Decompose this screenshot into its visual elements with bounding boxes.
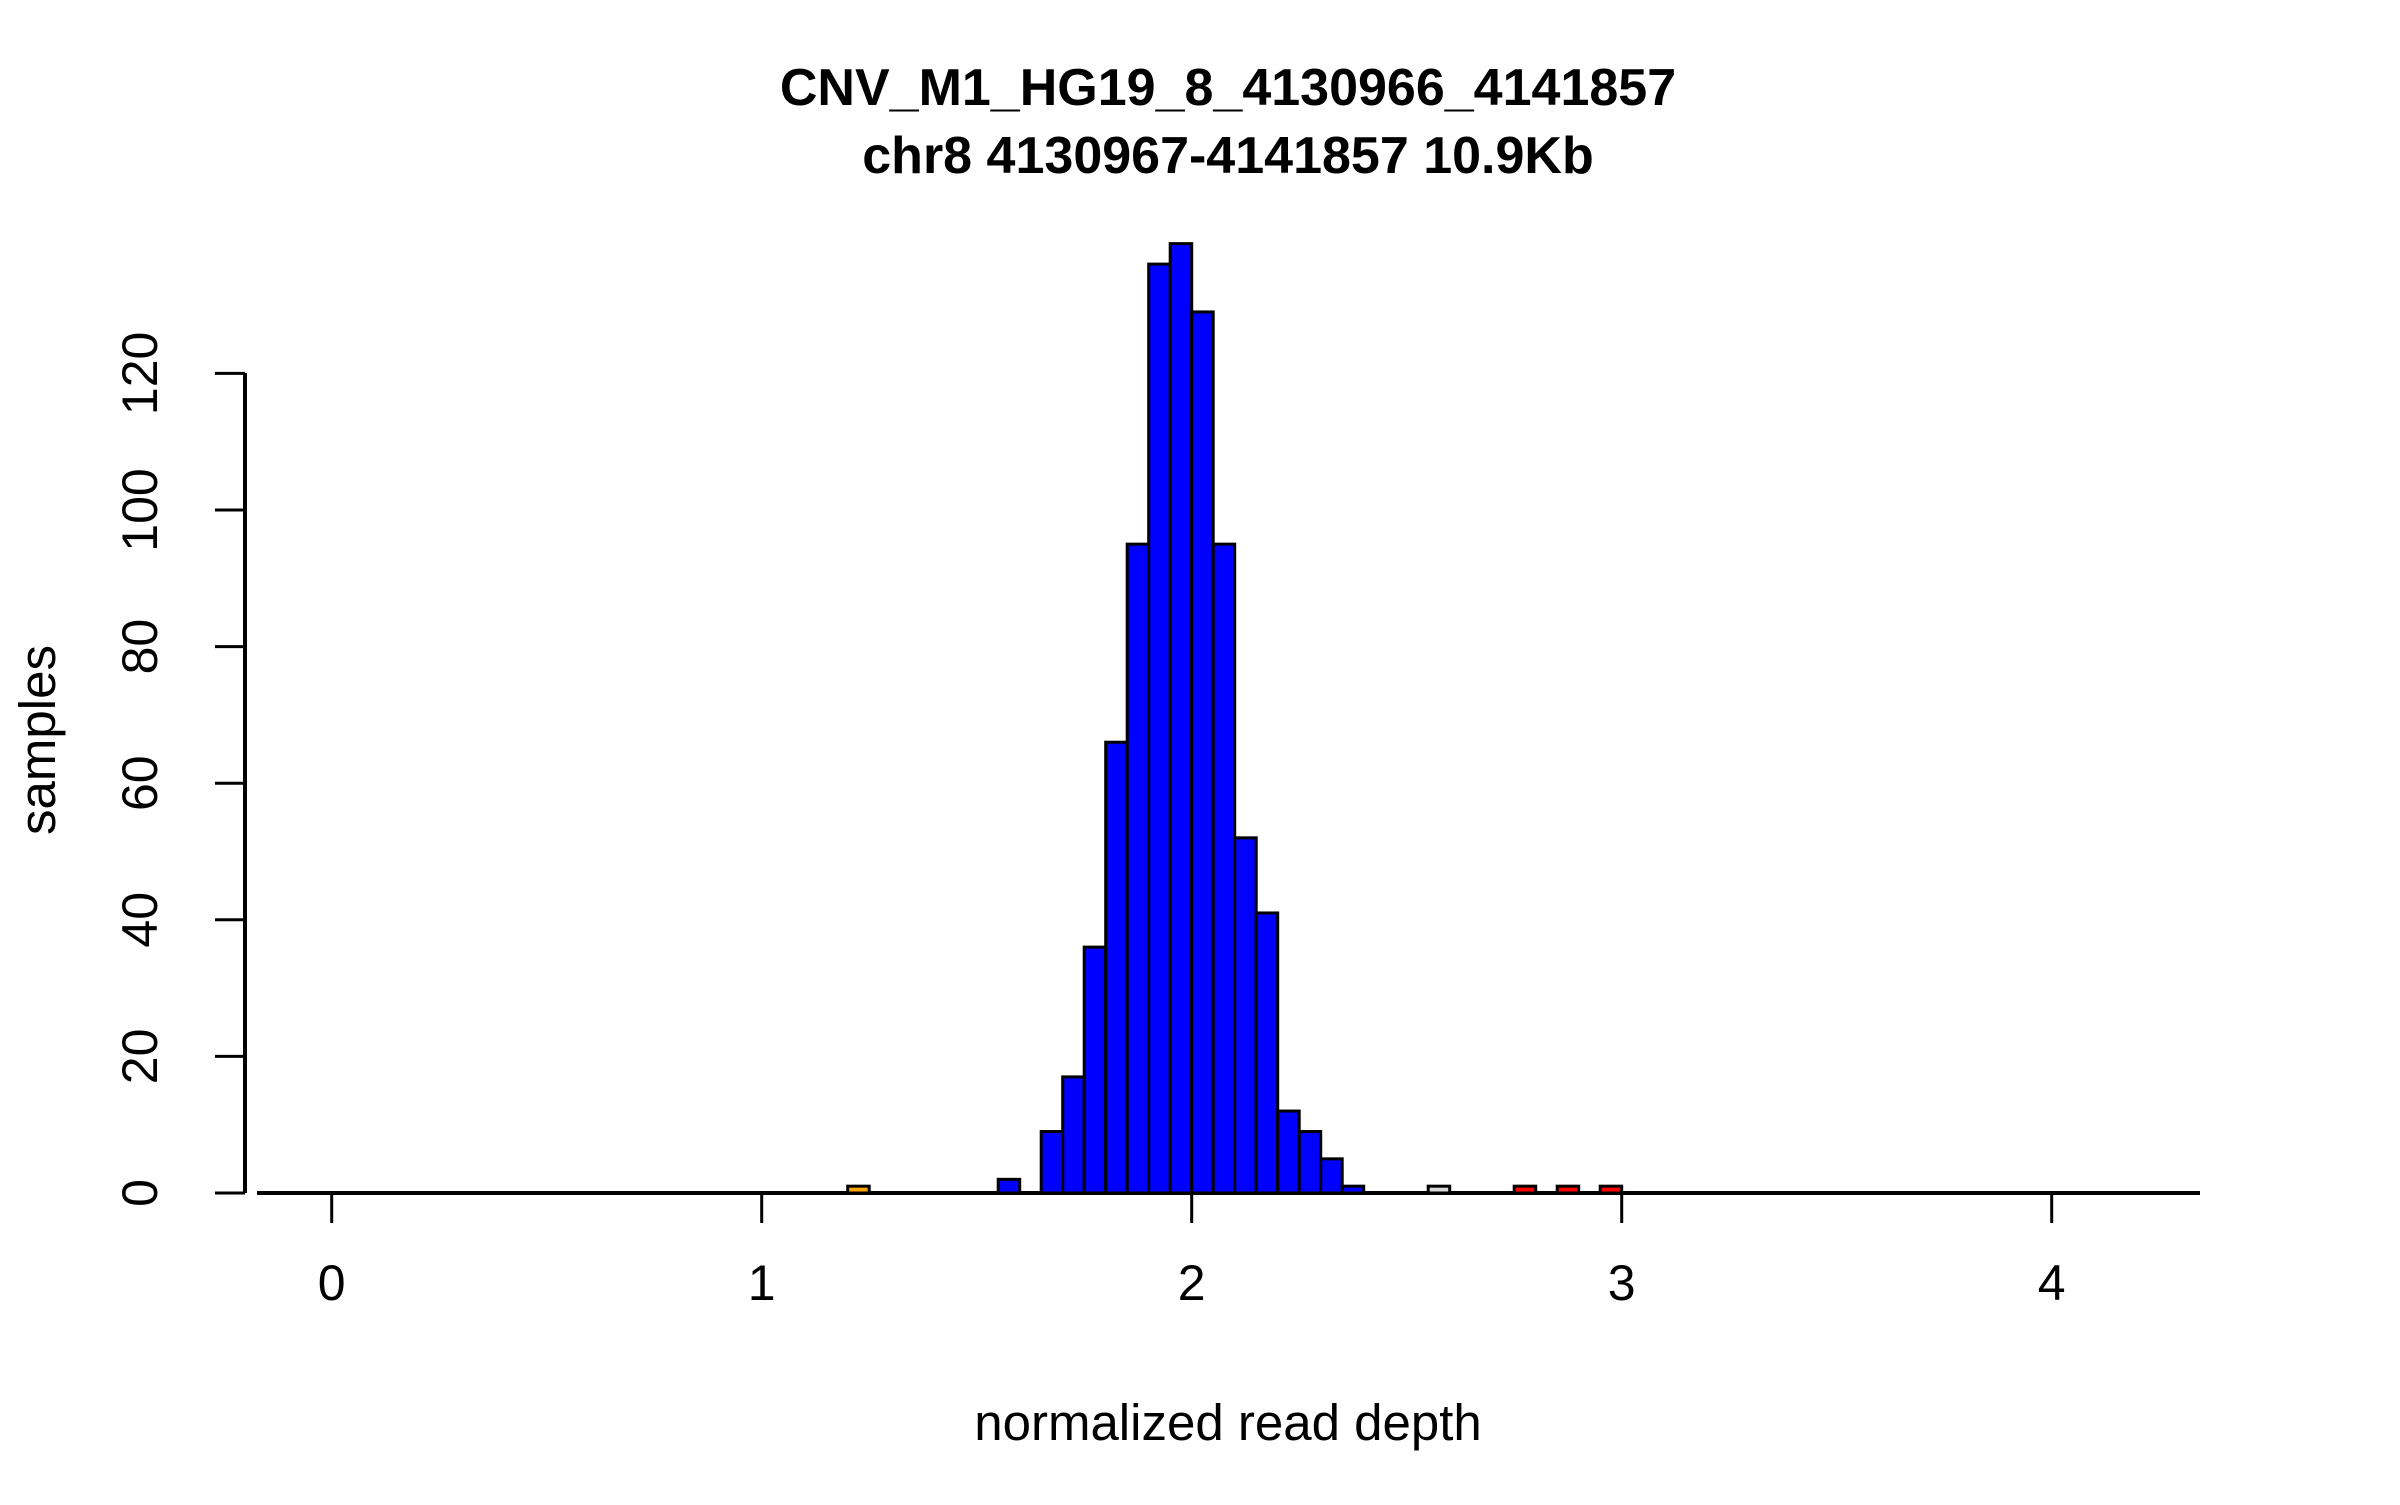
histogram-bar — [1168, 242, 1194, 1195]
histogram-bar — [1598, 1184, 1624, 1195]
y-axis-tick-label: 100 — [112, 468, 168, 551]
histogram-bar — [1233, 836, 1258, 1195]
histogram-bar — [1190, 310, 1215, 1195]
histogram-bar — [1211, 542, 1237, 1195]
histogram-bar — [996, 1177, 1022, 1195]
y-axis-tick-label: 40 — [112, 892, 168, 948]
histogram-bar — [846, 1184, 871, 1195]
histogram-bar — [1297, 1130, 1323, 1195]
histogram-bar — [1147, 262, 1172, 1195]
histogram-bar — [1254, 911, 1280, 1195]
histogram-bar — [1082, 945, 1108, 1195]
histogram-bar — [1319, 1157, 1344, 1195]
x-axis-tick-label: 1 — [748, 1255, 776, 1311]
histogram-bars — [846, 242, 1624, 1195]
histogram-bar — [1125, 542, 1151, 1195]
x-axis-tick-label: 2 — [1178, 1255, 1206, 1311]
histogram-bar — [1426, 1184, 1452, 1195]
x-axis-tick-label: 4 — [2038, 1255, 2066, 1311]
histogram-bar — [1555, 1184, 1581, 1195]
x-axis-tick-label: 0 — [318, 1255, 346, 1311]
y-axis-tick-label: 60 — [112, 755, 168, 811]
x-axis-label: normalized read depth — [974, 1394, 1482, 1451]
histogram-bar — [1104, 740, 1129, 1195]
y-axis-tick-label: 80 — [112, 619, 168, 675]
y-axis-tick-label: 120 — [112, 332, 168, 415]
histogram-bar — [1340, 1184, 1366, 1195]
chart-subtitle: chr8 4130967-4141857 10.9Kb — [862, 127, 1593, 185]
y-axis-label: samples — [9, 645, 66, 835]
y-axis-tick-label: 20 — [112, 1029, 168, 1085]
histogram-bar — [1276, 1109, 1301, 1195]
histogram-bar — [1061, 1075, 1086, 1195]
histogram-bar — [1512, 1184, 1538, 1195]
chart-title: CNV_M1_HG19_8_4130966_4141857 — [780, 59, 1676, 117]
histogram-bar — [1039, 1130, 1065, 1195]
y-axis-tick-label: 0 — [112, 1179, 168, 1207]
x-axis-tick-label: 3 — [1608, 1255, 1636, 1311]
